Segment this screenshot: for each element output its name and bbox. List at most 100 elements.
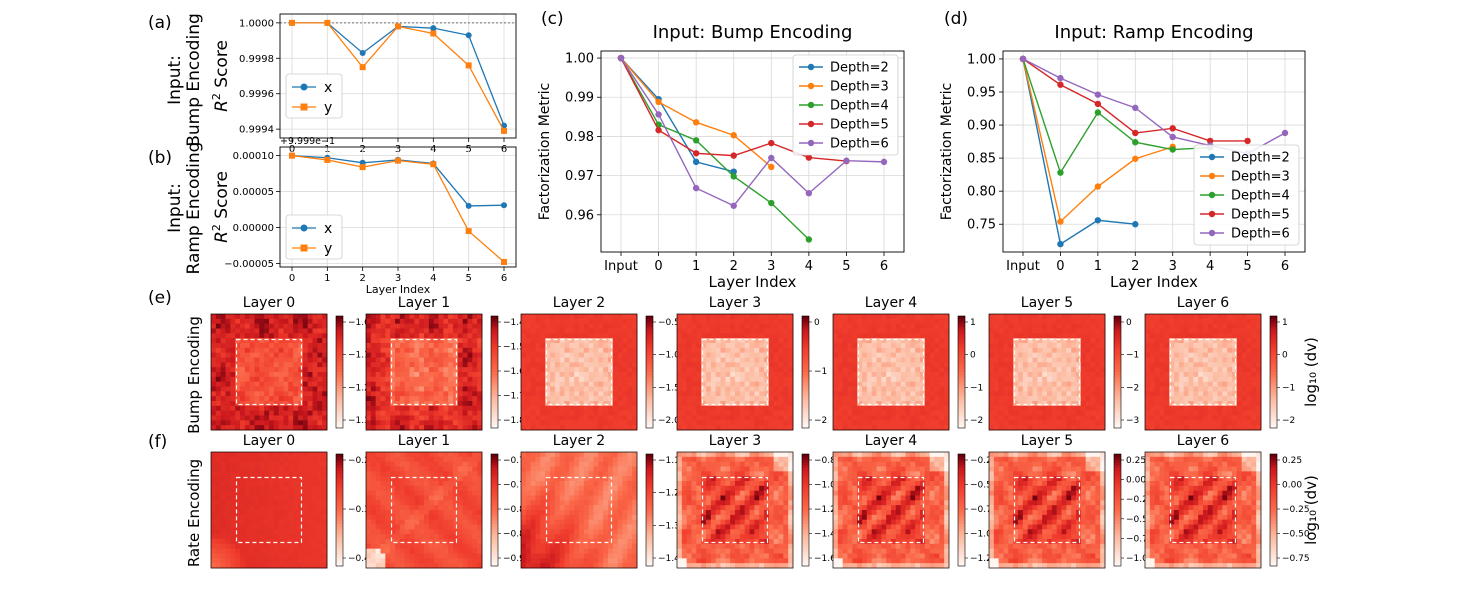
colorbar-cell [802,386,809,390]
heatmap-cell [862,396,868,402]
heatmap-cell [220,495,226,501]
heatmap-cell [1159,362,1165,368]
heatmap-cell [857,333,863,339]
colorbar-cell [491,338,498,342]
heatmap-cell [467,425,473,431]
heatmap-cell [312,461,318,467]
heatmap-cell [847,314,853,320]
heatmap-cell [1149,338,1156,344]
heatmap-cell [288,500,294,506]
colorbar-cell [491,318,498,323]
heatmap-cell [1154,396,1160,402]
data-point [1057,81,1064,88]
heatmap-cell [1066,328,1072,334]
heatmap-cell [939,401,945,407]
heatmap-cell [934,391,940,397]
heatmap-cell [1154,381,1160,387]
heatmap-cell [764,376,770,383]
heatmap-cell [1251,386,1257,392]
heatmap-cell [240,420,246,426]
heatmap-cell [998,367,1004,373]
heatmap-cell [225,500,231,506]
heatmap-cell [1066,391,1072,397]
heatmap-cell [1042,415,1048,421]
heatmap-cell [929,318,935,325]
heatmap-cell [220,372,226,378]
heatmap-cell [1095,376,1101,383]
heatmap-cell [1236,376,1243,383]
heatmap-cell [467,347,473,354]
heatmap-cell [322,352,328,358]
heatmap-cell [535,343,541,349]
heatmap-cell [1056,420,1062,426]
heatmap-cell [307,415,313,421]
heatmap-cell [612,343,619,349]
heatmap-cell [588,420,594,426]
heatmap-cell [1066,318,1072,325]
heatmap-cell [273,420,280,426]
heatmap-cell [220,425,226,431]
heatmap-cell [612,420,619,426]
heatmap-cell [1066,343,1072,349]
heatmap-cell [1169,376,1175,383]
heatmap-cell [891,401,897,407]
heatmap-cell [778,391,784,397]
heatmap-cell [433,328,439,334]
heatmap-cell [240,476,246,482]
heatmap-cell [686,405,692,412]
heatmap-cell [390,415,396,421]
heatmap-cell [225,476,231,482]
heatmap-cell [768,425,775,431]
heatmap-cell [1159,367,1165,373]
heatmap-cell [424,314,430,320]
heatmap-cell [725,386,731,392]
heatmap-cell [1198,343,1204,349]
heatmap-cell [881,357,887,363]
heatmap-cell [322,481,328,487]
heatmap-cell [1174,362,1180,368]
heatmap-cell [920,333,926,339]
heatmap-cell [399,323,406,329]
heatmap-cell [691,347,697,354]
heatmap-cell [535,381,541,387]
heatmap-cell [588,386,594,392]
heatmap-cell [564,343,570,349]
heatmap-cell [583,362,590,368]
heatmap-cell [1154,328,1160,334]
heatmap-cell [399,338,406,344]
heatmap-cell [278,481,284,487]
heatmap-cell [847,338,853,344]
heatmap-cell [288,471,294,477]
heatmap-cell [989,376,995,383]
data-point [807,139,815,147]
heatmap-cell [1174,347,1180,354]
heatmap-cell [220,401,226,407]
heatmap-cell [240,314,246,320]
legend-box [1193,144,1300,246]
heatmap-cell [593,343,599,349]
heatmap-cell [1227,372,1233,378]
heatmap-cell [1056,405,1062,412]
heatmap-cell [293,452,299,458]
colorbar-cell [802,422,809,426]
heatmap-cell [876,401,882,407]
heatmap-cell [924,396,931,402]
heatmap-cell [866,314,873,320]
legend-label: Depth=5 [1231,208,1290,223]
heatmap-cell [530,333,536,339]
heatmap-cell [235,401,241,407]
heatmap-cell [1032,347,1038,354]
colorbar-axis-label: log₁₀ (dv) [1302,337,1320,407]
heatmap-cell [998,396,1004,402]
heatmap-cell [225,415,231,421]
heatmap-cell [1246,386,1252,392]
legend-label: x [324,221,332,237]
heatmap-cell [530,314,536,320]
heatmap-cell [443,372,449,378]
heatmap-cell [240,471,246,477]
heatmap-cell [1061,347,1067,354]
heatmap-cell [390,391,396,397]
heatmap-cell [264,415,270,421]
heatmap-cell [574,367,580,373]
heatmap-cell [409,352,415,358]
